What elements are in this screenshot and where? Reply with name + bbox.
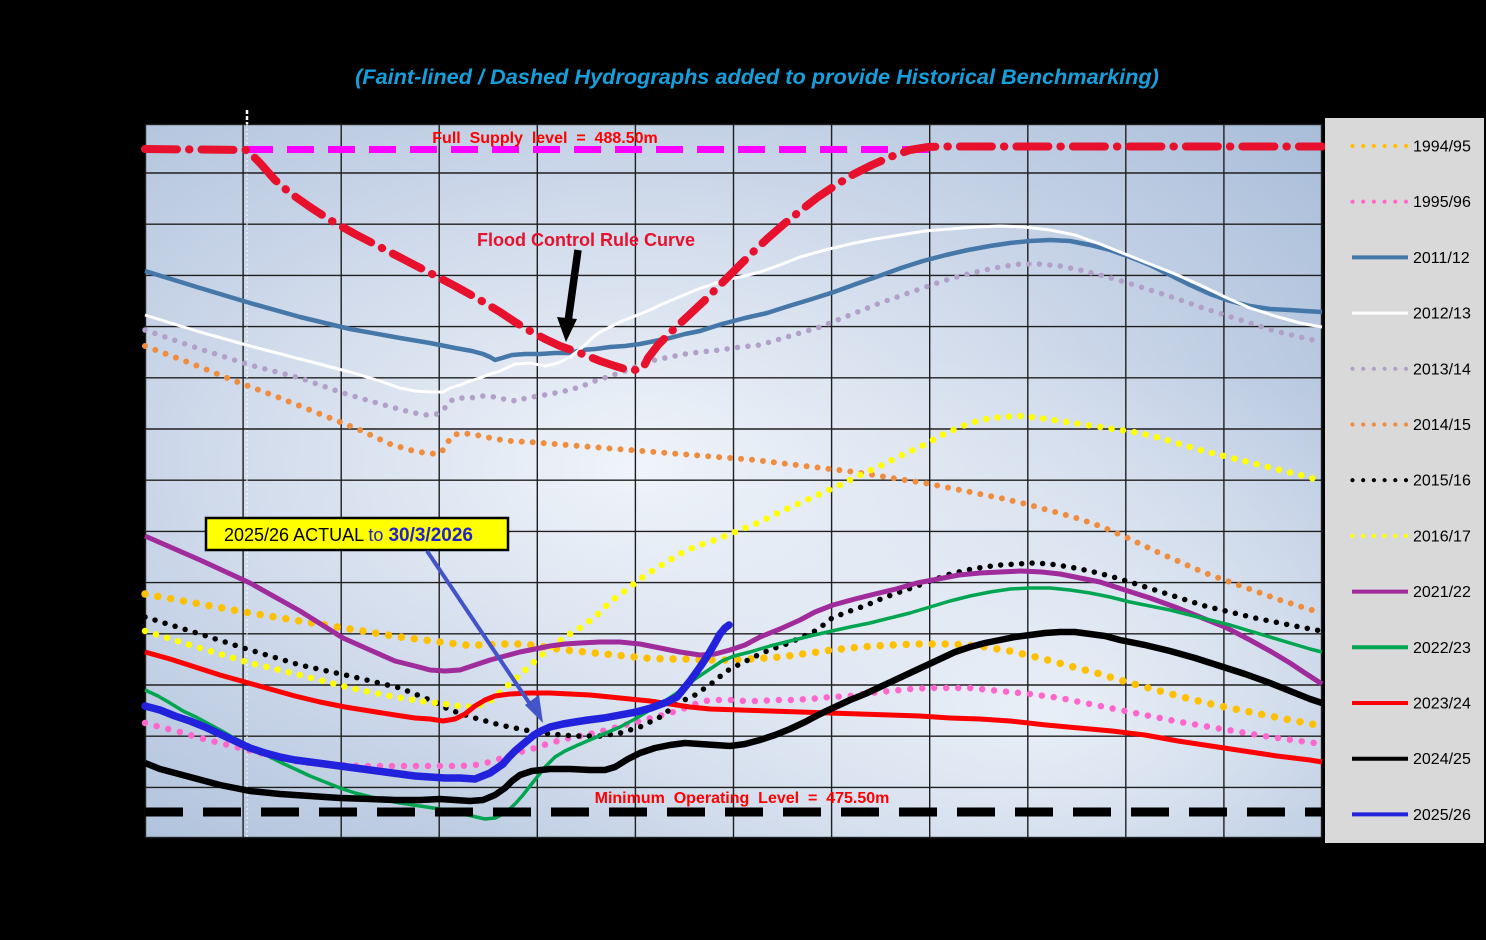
svg-text:2023/24: 2023/24 [1413,696,1471,713]
svg-text:1994/95: 1994/95 [1413,139,1471,156]
svg-text:2022/23: 2022/23 [1413,640,1471,657]
svg-text:Flood Control Rule Curve: Flood Control Rule Curve [477,230,695,250]
svg-text:2011/12: 2011/12 [1413,250,1470,267]
svg-text:Full Supply level = 488.50: Full Supply level = 488.50m [432,130,657,147]
svg-text:(Faint-lined / Dashed Hydrogra: (Faint-lined / Dashed Hydrographs added … [355,64,1159,89]
svg-text:2024/25: 2024/25 [1413,751,1471,768]
svg-text:2015/16: 2015/16 [1413,473,1471,490]
svg-text:2012/13: 2012/13 [1413,306,1471,323]
svg-text:2025/26 ACTUAL to 30/3/2026: 2025/26 ACTUAL to 30/3/2026 [224,525,473,546]
svg-text:2021/22: 2021/22 [1413,584,1471,601]
svg-text:2014/15: 2014/15 [1413,417,1471,434]
svg-text:2016/17: 2016/17 [1413,528,1471,545]
svg-text:Minimum Operating Level =: Minimum Operating Level = 475.50m [595,790,890,807]
svg-text:2025/26: 2025/26 [1413,807,1471,824]
svg-text:1995/96: 1995/96 [1413,194,1471,211]
svg-text:2013/14: 2013/14 [1413,361,1471,378]
